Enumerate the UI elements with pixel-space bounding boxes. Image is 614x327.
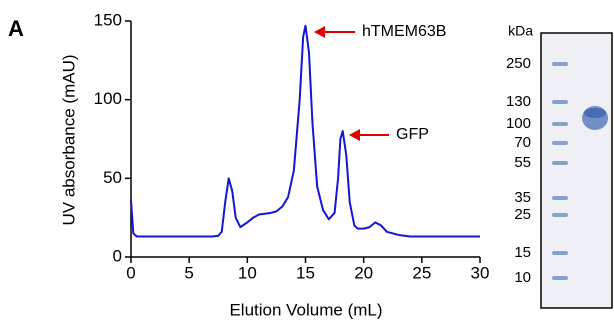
ladder-band <box>552 196 568 200</box>
annotation: hTMEM63B <box>362 23 446 40</box>
y-tick-label: 50 <box>103 168 122 187</box>
marker-label: 25 <box>514 206 531 223</box>
panel-label: A <box>8 16 24 41</box>
arrowhead <box>349 129 360 141</box>
ladder-band <box>552 141 568 145</box>
marker-label: 10 <box>514 269 531 286</box>
ladder-band <box>552 276 568 280</box>
gel-unit: kDa <box>508 23 533 39</box>
figure: A Elution Volume (mL) UV absorbance (mAU… <box>0 0 614 327</box>
ladder-band <box>552 100 568 104</box>
marker-label: 100 <box>506 115 531 132</box>
ladder-band <box>552 213 568 217</box>
y-tick-label: 0 <box>113 246 122 265</box>
ladder-band <box>552 161 568 165</box>
y-tick-label: 150 <box>94 10 122 29</box>
marker-label: 130 <box>506 93 531 110</box>
ladder-band <box>552 122 568 126</box>
marker-label: 35 <box>514 189 531 206</box>
arrowhead <box>314 26 325 38</box>
x-tick-label: 0 <box>126 263 135 282</box>
y-tick-label: 100 <box>94 89 122 108</box>
ladder-band <box>552 251 568 255</box>
x-axis-label: Elution Volume (mL) <box>229 300 382 319</box>
gel <box>541 33 612 308</box>
marker-label: 250 <box>506 55 531 72</box>
marker-label: 70 <box>514 134 531 151</box>
ladder-band <box>552 62 568 66</box>
x-tick-label: 15 <box>296 263 315 282</box>
marker-label: 55 <box>514 154 531 171</box>
x-tick-label: 5 <box>184 263 193 282</box>
y-axis-label: UV absorbance (mAU) <box>59 54 78 225</box>
marker-label: 15 <box>514 244 531 261</box>
x-tick-label: 30 <box>471 263 490 282</box>
x-tick-label: 25 <box>412 263 431 282</box>
sample-band <box>584 108 606 118</box>
x-tick-label: 10 <box>238 263 257 282</box>
x-tick-label: 20 <box>354 263 373 282</box>
annotation: GFP <box>396 126 429 143</box>
